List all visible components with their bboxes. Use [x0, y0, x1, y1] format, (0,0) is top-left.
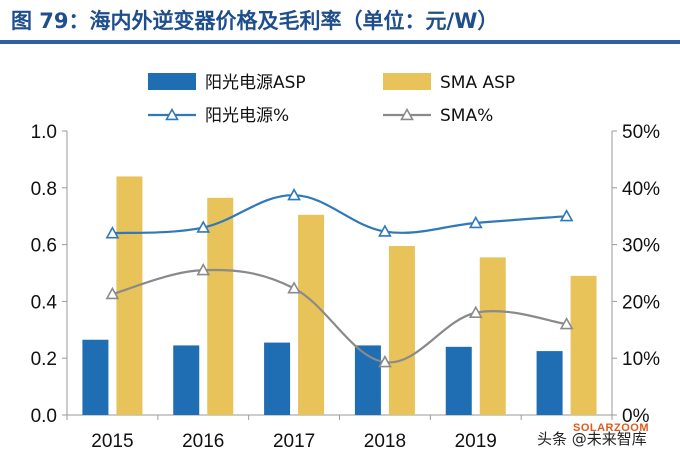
y-left-tick-label: 0.0 [31, 406, 57, 427]
point-sma-margin [468, 305, 483, 318]
x-tick-label: 2018 [364, 431, 406, 452]
point-sma-margin [559, 316, 574, 330]
point-sungrow-margin [378, 224, 392, 237]
bar-sungrow-asp [354, 345, 381, 415]
bar-sma-asp [116, 176, 143, 415]
point-sungrow-margin [559, 209, 574, 222]
y-right-tick-label: 50% [622, 122, 660, 143]
watermark-text: 头条 @未来智库 [537, 430, 647, 448]
title-bar: 图 79：海内外逆变器价格及毛利率（单位：元/W） [0, 0, 680, 44]
bar-sungrow-asp [536, 351, 563, 415]
legend-swatch [383, 73, 431, 90]
y-right-tick-label: 0% [622, 406, 650, 427]
bar-sungrow-asp [173, 345, 200, 415]
chart-title: 图 79：海内外逆变器价格及毛利率（单位：元/W） [11, 9, 499, 33]
legend-marker [165, 107, 179, 121]
y-left-tick-label: 1.0 [31, 122, 57, 143]
title-divider [0, 40, 680, 44]
legend-label: SMA% [440, 106, 493, 126]
point-sungrow-margin [196, 220, 211, 233]
y-left-tick-label: 0.4 [31, 292, 58, 313]
x-tick-label: 2019 [455, 431, 497, 452]
y-right-tick-label: 40% [622, 179, 660, 200]
legend-label: SMA ASP [440, 73, 515, 93]
point-sungrow-margin [468, 215, 483, 229]
point-sma-margin [287, 281, 301, 294]
bar-sma-asp [479, 257, 506, 415]
point-sungrow-margin [105, 226, 120, 239]
bar-sungrow-asp [445, 346, 472, 415]
legend: 阳光电源ASP SMA ASP 阳光电源% SMA% [148, 73, 515, 126]
y-left-tick-label: 0.6 [31, 236, 57, 257]
bar-sungrow-asp [82, 339, 109, 415]
watermark-logo: SOLARZOOM [573, 422, 649, 434]
legend-label: 阳光电源% [205, 106, 289, 126]
y-right-tick-label: 30% [622, 236, 660, 257]
y-right-tick-label: 20% [622, 292, 660, 313]
y-left-tick-label: 0.8 [31, 179, 57, 200]
lines [105, 188, 574, 368]
line-sma-margin [112, 268, 567, 364]
legend-label: 阳光电源ASP [205, 73, 306, 93]
legend-swatch [148, 73, 196, 90]
line-sungrow-margin [112, 194, 567, 235]
bar-sma-asp [570, 275, 597, 415]
y-left-tick-label: 0.2 [31, 349, 57, 370]
x-tick-label: 2016 [182, 431, 224, 452]
x-tick-label: 2017 [273, 431, 315, 452]
y-right-tick-label: 10% [622, 349, 660, 370]
bar-sungrow-asp [264, 342, 291, 415]
bar-sma-asp [207, 197, 234, 415]
bars [82, 176, 597, 415]
legend-marker [400, 107, 414, 121]
point-sma-margin [378, 355, 392, 368]
bar-sma-asp [388, 246, 415, 415]
x-tick-label: 2015 [91, 431, 133, 452]
point-sungrow-margin [287, 188, 301, 201]
axes: 0.0 0.2 0.4 0.6 0.8 1.0 0% 10% 20% 30% 40% 50% 2015 2… [31, 122, 661, 452]
bar-sma-asp [298, 214, 325, 415]
point-sma-margin [196, 263, 211, 276]
point-sma-margin [105, 286, 120, 300]
